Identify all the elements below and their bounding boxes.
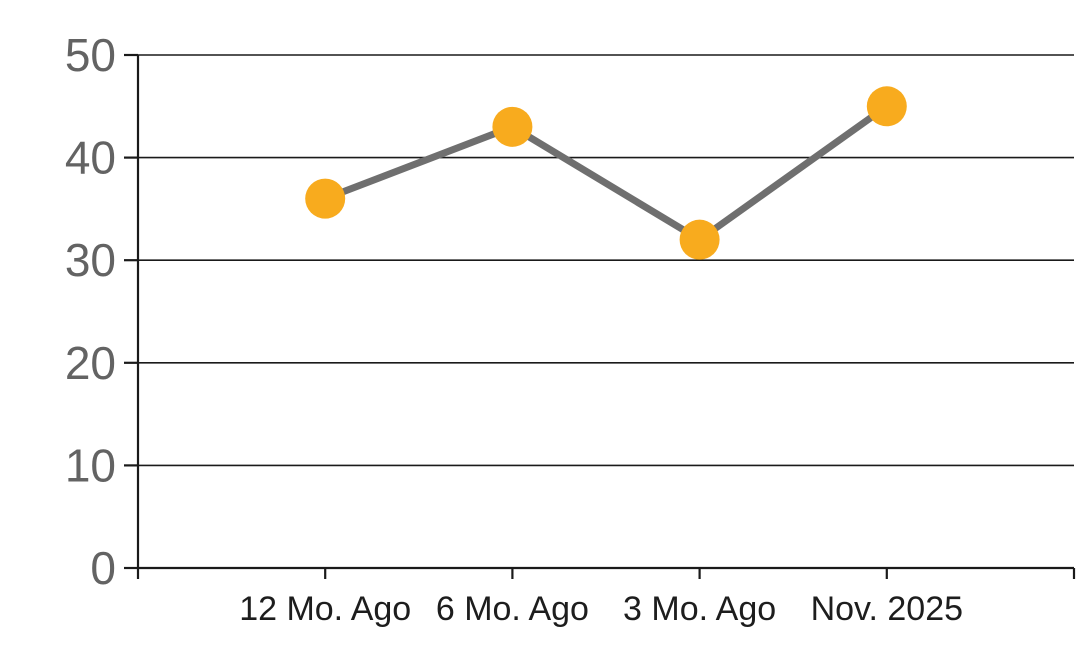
x-axis-category-label: 6 Mo. Ago — [436, 590, 589, 628]
data-point-marker — [305, 178, 346, 219]
y-axis-tick-label: 40 — [65, 132, 116, 184]
x-axis-category-label: 12 Mo. Ago — [239, 590, 411, 628]
y-axis-tick-label: 10 — [65, 439, 116, 491]
x-axis-category-label: Nov. 2025 — [811, 590, 963, 628]
y-axis-tick-label: 50 — [65, 29, 116, 81]
y-axis-tick-label: 20 — [65, 337, 116, 389]
data-point-marker — [492, 106, 533, 147]
data-point-marker — [679, 219, 720, 260]
series-line — [321, 102, 891, 244]
y-axis-tick-label: 0 — [90, 542, 116, 594]
data-point-marker — [866, 86, 907, 127]
x-axis-category-label: 3 Mo. Ago — [623, 590, 776, 628]
y-axis-tick-label: 30 — [65, 234, 116, 286]
